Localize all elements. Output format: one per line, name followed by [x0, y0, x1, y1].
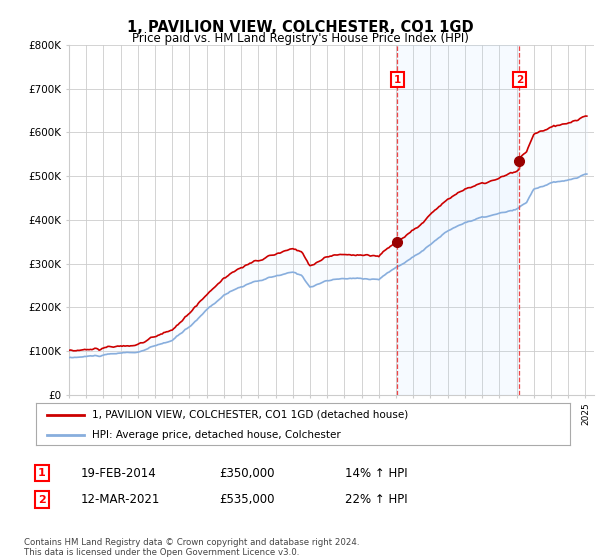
Text: 2: 2 [516, 75, 523, 85]
Text: £350,000: £350,000 [219, 466, 275, 480]
Text: HPI: Average price, detached house, Colchester: HPI: Average price, detached house, Colc… [92, 430, 341, 440]
Text: 22% ↑ HPI: 22% ↑ HPI [345, 493, 407, 506]
Text: £535,000: £535,000 [219, 493, 275, 506]
Text: 1, PAVILION VIEW, COLCHESTER, CO1 1GD: 1, PAVILION VIEW, COLCHESTER, CO1 1GD [127, 20, 473, 35]
Text: 1, PAVILION VIEW, COLCHESTER, CO1 1GD (detached house): 1, PAVILION VIEW, COLCHESTER, CO1 1GD (d… [92, 410, 409, 420]
Bar [397, 45, 520, 395]
Text: 1: 1 [38, 468, 46, 478]
Text: Price paid vs. HM Land Registry's House Price Index (HPI): Price paid vs. HM Land Registry's House … [131, 32, 469, 45]
Text: Contains HM Land Registry data © Crown copyright and database right 2024.
This d: Contains HM Land Registry data © Crown c… [24, 538, 359, 557]
Text: 12-MAR-2021: 12-MAR-2021 [81, 493, 160, 506]
Text: 1: 1 [394, 75, 401, 85]
Text: 2: 2 [38, 494, 46, 505]
Text: 19-FEB-2014: 19-FEB-2014 [81, 466, 157, 480]
Text: 14% ↑ HPI: 14% ↑ HPI [345, 466, 407, 480]
